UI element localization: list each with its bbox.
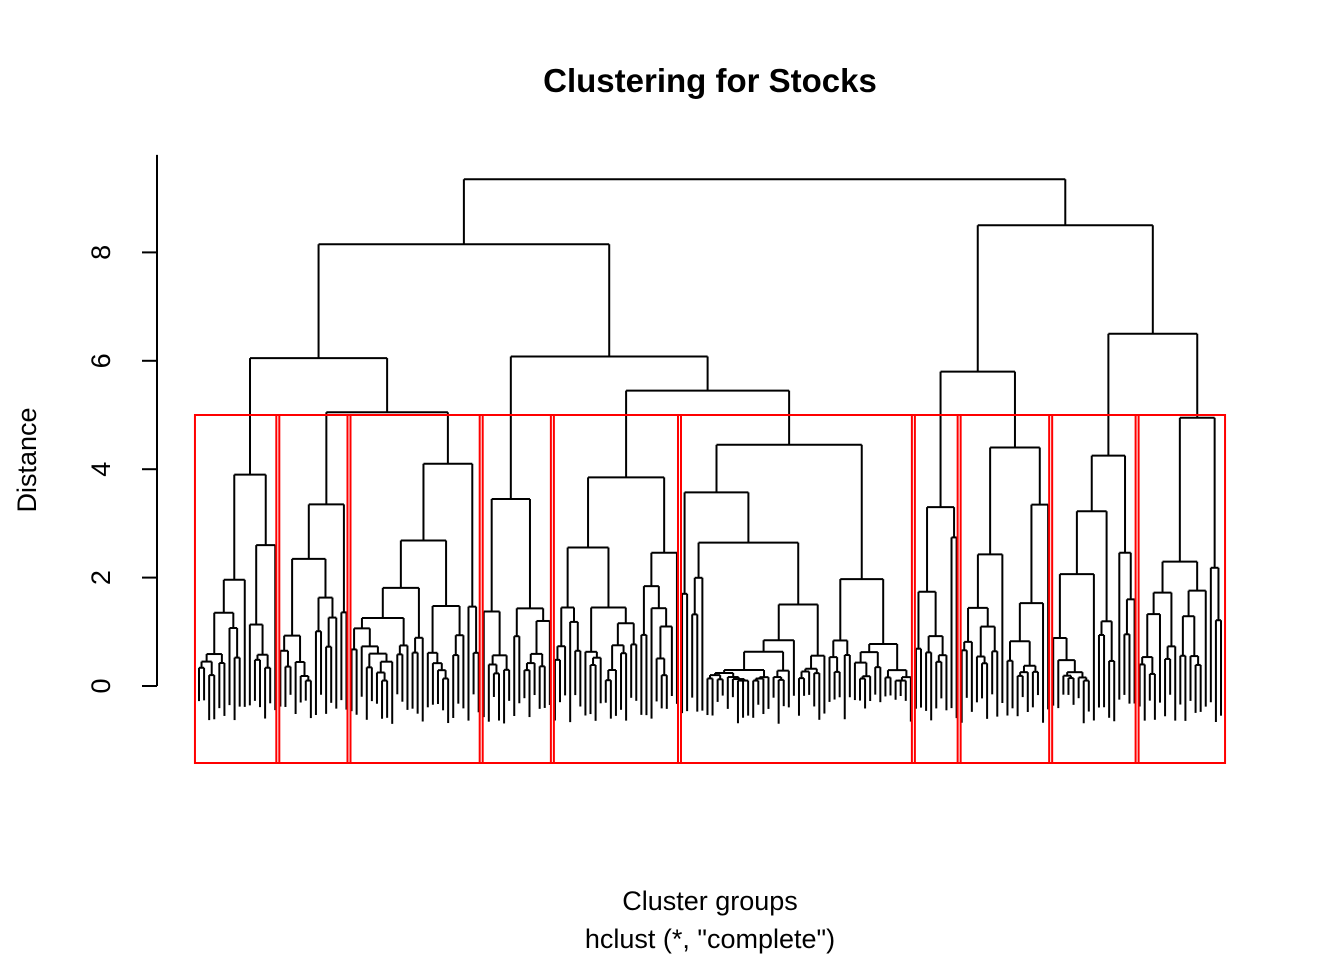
cluster-box [346, 414, 484, 764]
cluster-box [478, 414, 555, 764]
cluster-box [549, 414, 682, 764]
cluster-box [1048, 414, 1140, 764]
y-tick-label: 6 [86, 353, 116, 368]
cluster-box [193, 414, 281, 764]
cluster-box [956, 414, 1054, 764]
cluster-boxes [193, 414, 1227, 764]
y-tick-label: 2 [86, 570, 116, 585]
cluster-box [275, 414, 352, 764]
cluster-box [676, 414, 916, 764]
dendrogram-tree [198, 178, 1222, 724]
cluster-box [1134, 414, 1227, 764]
cluster-box [910, 414, 962, 764]
subtitle: hclust (*, "complete") [585, 924, 835, 954]
y-tick-label: 0 [86, 678, 116, 693]
y-tick-label: 8 [86, 245, 116, 260]
y-axis: 0 2 4 6 8 [86, 154, 158, 694]
chart-title: Clustering for Stocks [543, 62, 877, 99]
x-axis-label: Cluster groups [622, 886, 798, 916]
y-tick-label: 4 [86, 462, 116, 477]
y-axis-label: Distance [12, 407, 42, 512]
